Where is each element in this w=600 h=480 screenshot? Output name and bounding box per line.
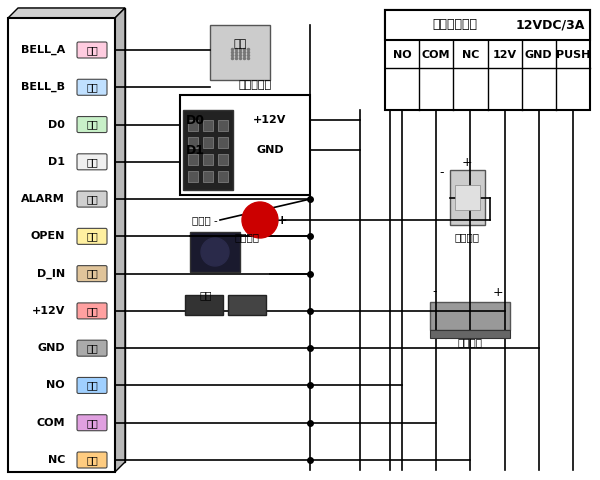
Text: 门禁专用电源: 门禁专用电源 [433,19,478,32]
Text: 12V: 12V [493,50,517,60]
Text: 黄线: 黄线 [86,231,98,241]
Bar [218,137,228,148]
Text: 红线: 红线 [86,306,98,316]
Text: 出门按钮: 出门按钮 [235,232,260,242]
Text: D1: D1 [185,144,205,156]
Text: -: - [440,167,444,180]
Text: 通电开锁: 通电开锁 [455,232,479,242]
Bar [228,295,266,315]
FancyBboxPatch shape [77,452,107,468]
Text: GND: GND [37,343,65,353]
Text: NC: NC [47,455,65,465]
Text: NC: NC [462,50,479,60]
Text: D0: D0 [48,120,65,130]
Text: +12V: +12V [32,306,65,316]
Text: GND: GND [256,145,284,155]
Bar [203,120,213,131]
Bar [218,120,228,131]
FancyBboxPatch shape [77,117,107,132]
Text: BELL_A: BELL_A [21,45,65,55]
Polygon shape [8,8,125,18]
FancyBboxPatch shape [77,377,107,394]
Text: 蓝线: 蓝线 [86,381,98,390]
Circle shape [242,202,278,238]
Text: COM: COM [422,50,451,60]
Text: 橙线: 橙线 [86,455,98,465]
FancyBboxPatch shape [77,265,107,282]
Bar [188,171,198,182]
Bar [430,302,510,330]
Bar [203,137,213,148]
FancyBboxPatch shape [77,415,107,431]
Text: COM: COM [37,418,65,428]
Text: 棕线: 棕线 [86,269,98,278]
Bar [218,154,228,165]
Bar [210,25,270,80]
Text: 黑线: 黑线 [86,343,98,353]
Text: 灰线: 灰线 [86,194,98,204]
Bar [188,154,198,165]
Text: 门磁: 门磁 [200,290,212,300]
Text: 绿线: 绿线 [86,120,98,130]
Text: +: + [493,286,503,299]
FancyBboxPatch shape [77,303,107,319]
Bar [203,154,213,165]
Bar [430,330,510,338]
Text: 门铃: 门铃 [233,39,247,49]
Circle shape [201,238,229,266]
FancyBboxPatch shape [77,228,107,244]
FancyBboxPatch shape [77,340,107,356]
Text: 维根读卡器: 维根读卡器 [238,80,272,90]
Text: OPEN: OPEN [31,231,65,241]
Text: BELL_B: BELL_B [21,82,65,93]
Text: NO: NO [46,381,65,390]
Bar [188,137,198,148]
Text: GND: GND [525,50,553,60]
FancyBboxPatch shape [77,191,107,207]
Text: 紫线: 紫线 [86,418,98,428]
Bar [203,171,213,182]
Text: 粉线: 粉线 [86,45,98,55]
Bar [188,120,198,131]
Bar [218,171,228,182]
Bar [385,10,590,110]
Text: ALARM: ALARM [21,194,65,204]
Text: 12VDC/3A: 12VDC/3A [515,19,584,32]
Text: D_IN: D_IN [37,268,65,279]
Bar [8,18,115,472]
Text: PUSH: PUSH [556,50,590,60]
Text: -: - [433,286,437,299]
Bar [185,295,223,315]
Text: 断电开锁: 断电开锁 [458,337,482,347]
FancyBboxPatch shape [77,154,107,170]
Bar [190,232,240,272]
Polygon shape [115,8,125,472]
FancyBboxPatch shape [77,79,107,95]
Text: +12V: +12V [253,115,287,125]
Text: 粉蓝: 粉蓝 [86,82,98,92]
Polygon shape [18,8,125,462]
Text: D0: D0 [185,113,205,127]
FancyBboxPatch shape [77,42,107,58]
Bar [183,110,233,190]
Bar [450,170,485,225]
Text: 白线: 白线 [86,157,98,167]
Text: 报警器 -: 报警器 - [192,215,218,225]
Text: D1: D1 [48,157,65,167]
Bar [385,10,590,40]
Text: +: + [461,156,472,169]
Bar [180,95,310,195]
Text: +: + [277,214,287,227]
Text: NO: NO [393,50,412,60]
Bar [455,185,480,210]
